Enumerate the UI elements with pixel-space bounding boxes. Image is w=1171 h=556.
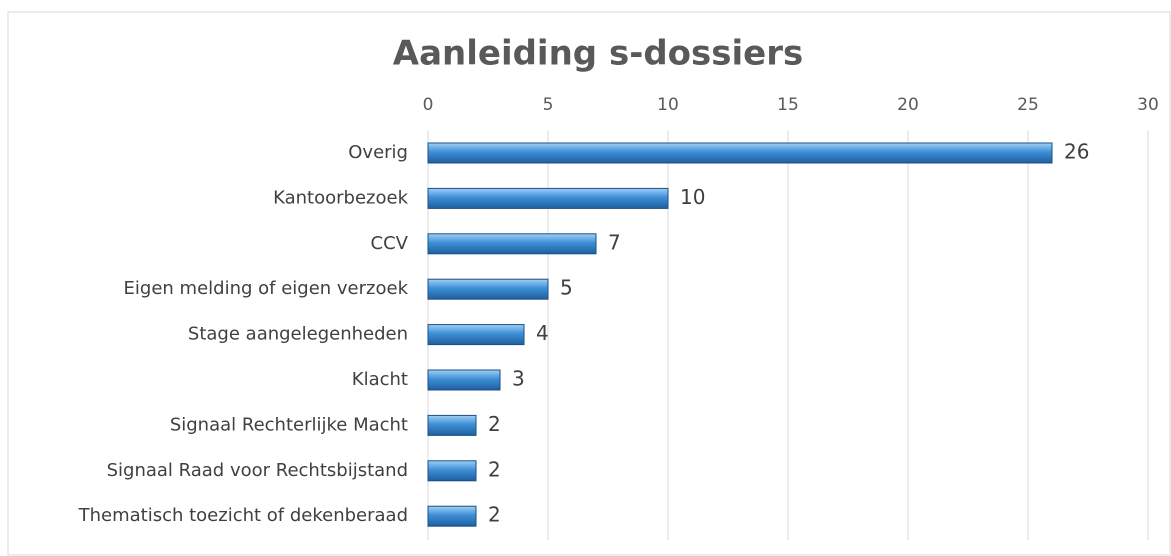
x-tick-label: 30 <box>1137 95 1159 115</box>
x-tick-label: 5 <box>543 95 554 115</box>
y-tick-label: Kantoorbezoek <box>273 187 408 208</box>
x-tick-label: 15 <box>777 95 799 115</box>
y-tick-label: Eigen melding of eigen verzoek <box>124 278 409 299</box>
data-label: 7 <box>608 230 621 254</box>
x-tick-label: 25 <box>1017 95 1039 115</box>
y-tick-label: Klacht <box>352 369 408 390</box>
y-tick-label: Signaal Raad voor Rechtsbijstand <box>107 460 408 481</box>
bar <box>427 369 501 391</box>
x-tick-label: 10 <box>657 95 679 115</box>
data-label: 5 <box>560 276 573 300</box>
chart-title: Aanleiding s-dossiers <box>393 34 803 74</box>
y-tick-label: Signaal Rechterlijke Macht <box>170 414 408 435</box>
bar <box>427 233 597 255</box>
data-label: 3 <box>512 367 525 391</box>
y-tick-label: Thematisch toezicht of dekenberaad <box>78 505 408 526</box>
bar <box>427 142 1053 164</box>
y-tick-label: CCV <box>371 233 409 254</box>
x-tick-label: 20 <box>897 95 919 115</box>
data-label: 4 <box>536 321 549 345</box>
bar <box>427 414 477 436</box>
data-label: 2 <box>488 503 501 527</box>
chart-frame <box>7 11 1171 556</box>
data-label: 26 <box>1064 140 1089 164</box>
bar <box>427 505 477 527</box>
bar <box>427 187 669 209</box>
bar <box>427 324 525 346</box>
bar <box>427 278 549 300</box>
y-tick-label: Overig <box>348 142 408 163</box>
y-tick-label: Stage aangelegenheden <box>188 324 408 345</box>
bar <box>427 460 477 482</box>
x-tick-label: 0 <box>423 95 434 115</box>
data-label: 10 <box>680 185 705 209</box>
data-label: 2 <box>488 457 501 481</box>
data-label: 2 <box>488 412 501 436</box>
